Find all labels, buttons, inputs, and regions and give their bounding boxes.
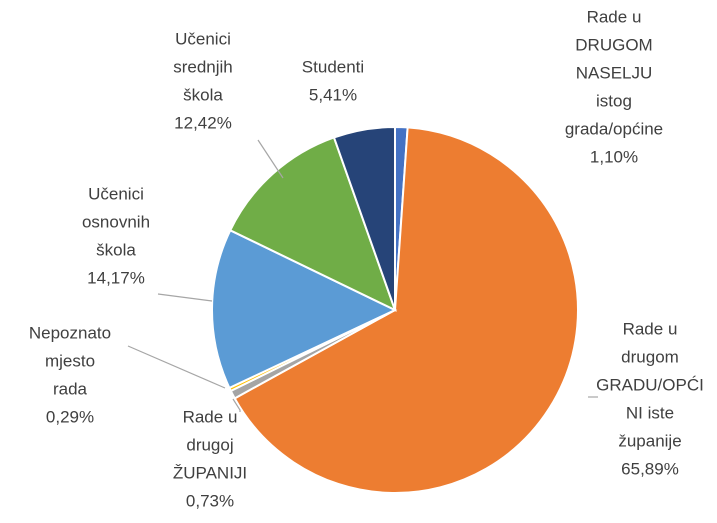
slice-label: NASELJU	[576, 63, 653, 82]
slice-label: GRADU/OPĆI	[596, 375, 704, 394]
slice-label: osnovnih	[82, 212, 150, 231]
slice-label: grada/općine	[565, 119, 663, 138]
slice-value-label: 0,73%	[186, 491, 234, 510]
slice-value-label: 1,10%	[590, 147, 638, 166]
slice-label: NI iste	[626, 403, 674, 422]
pie-slice	[332, 125, 396, 311]
slice-label: rada	[53, 379, 88, 398]
pie-slice	[228, 136, 397, 312]
leader-line	[257, 139, 284, 179]
slice-label: Studenti	[302, 57, 364, 76]
slice-label: mjesto	[45, 351, 95, 370]
slice-label: istog	[596, 91, 632, 110]
slice-value-label: 0,29%	[46, 407, 94, 426]
leader-line	[127, 345, 226, 389]
slice-label: Rade u	[587, 7, 642, 26]
slice-label: Učenici	[175, 29, 231, 48]
slice-label: DRUGOM	[575, 35, 652, 54]
slice-value-label: 65,89%	[621, 459, 679, 478]
slice-label: Nepoznato	[29, 323, 111, 342]
slice-label: drugom	[621, 347, 679, 366]
slice-label: škola	[96, 240, 136, 259]
slice-label: ŽUPANIJI	[173, 463, 247, 482]
slice-label: Rade u	[183, 407, 238, 426]
slice-label: škola	[183, 85, 223, 104]
slice-label: županije	[618, 431, 681, 450]
pie-slice	[211, 228, 398, 390]
slice-label: srednjih	[173, 57, 233, 76]
slice-label: Učenici	[88, 184, 144, 203]
leader-line	[157, 293, 213, 302]
pie-slice	[233, 126, 579, 494]
leader-line	[232, 398, 241, 412]
slice-label: drugoj	[186, 435, 233, 454]
slice-value-label: 5,41%	[309, 85, 357, 104]
slice-value-label: 12,42%	[174, 113, 232, 132]
slice-label: Rade u	[623, 319, 678, 338]
slice-value-label: 14,17%	[87, 268, 145, 287]
